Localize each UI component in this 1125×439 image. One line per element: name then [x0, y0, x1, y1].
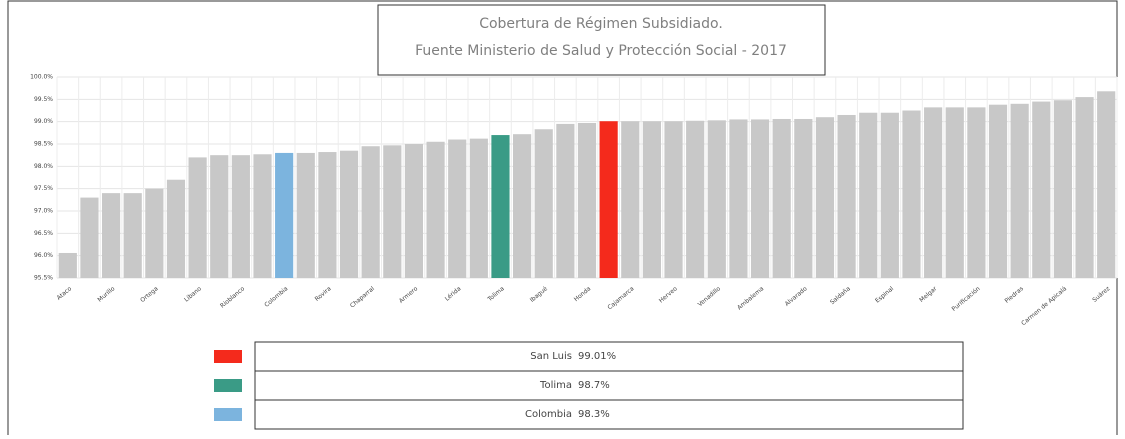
bar: [1010, 103, 1029, 278]
bar: [599, 121, 618, 278]
bar: [404, 144, 424, 278]
bar: [621, 121, 640, 278]
y-tick-label: 97.0%: [34, 208, 53, 215]
bar: [339, 150, 359, 278]
bar: [491, 135, 510, 278]
legend-swatch: [214, 350, 242, 363]
bar: [253, 154, 272, 278]
bar: [101, 193, 121, 278]
bar: [58, 252, 77, 278]
bar: [145, 188, 164, 278]
bar: [556, 123, 575, 279]
y-tick-label: 99.5%: [34, 96, 53, 103]
bar: [924, 107, 943, 278]
bar: [1032, 101, 1051, 278]
bar: [296, 152, 315, 278]
bar: [686, 120, 705, 278]
y-tick-label: 96.5%: [34, 230, 53, 237]
bar: [880, 112, 899, 278]
bar: [318, 152, 337, 278]
bar: [729, 119, 748, 278]
bar: [988, 104, 1008, 279]
y-tick-label: 97.5%: [34, 185, 53, 192]
legend-name: Colombia: [525, 409, 572, 420]
legend-name: Tolima: [539, 380, 572, 391]
bar: [837, 114, 856, 278]
legend-name: San Luis: [530, 351, 572, 362]
legend-value: 98.7%: [578, 380, 610, 391]
bar: [383, 145, 402, 278]
bar: [664, 121, 683, 278]
bar: [815, 117, 835, 278]
bar: [967, 107, 986, 278]
chart-subtitle: Fuente Ministerio de Salud y Protección …: [415, 43, 787, 59]
bar: [859, 112, 878, 278]
legend-swatch: [214, 379, 242, 392]
legend-value: 99.01%: [578, 351, 616, 362]
y-tick-label: 99.0%: [34, 118, 53, 125]
bar: [534, 129, 553, 278]
bar: [210, 155, 229, 278]
bar: [577, 123, 597, 278]
bar: [945, 107, 964, 278]
bar: [426, 141, 445, 278]
y-tick-label: 96.0%: [34, 252, 53, 259]
y-tick-label: 98.5%: [34, 141, 53, 148]
bar: [188, 157, 207, 278]
bar: [772, 118, 791, 278]
bar: [902, 110, 921, 278]
bar: [1075, 97, 1094, 278]
bar: [448, 139, 467, 278]
bar: [513, 134, 532, 278]
chart-title: Cobertura de Régimen Subsidiado.: [479, 16, 723, 32]
bar: [750, 119, 770, 278]
bar: [166, 179, 186, 278]
legend-value: 98.3%: [578, 409, 610, 420]
bar: [361, 146, 380, 278]
y-tick-label: 100.0%: [30, 74, 53, 81]
y-tick-label: 95.5%: [34, 275, 53, 282]
legend-row: [254, 399, 964, 430]
legend-swatch: [214, 408, 242, 421]
bar: [275, 152, 294, 278]
y-tick-label: 98.0%: [34, 163, 53, 170]
bar: [642, 121, 661, 278]
bar: [123, 193, 142, 278]
bar: [1097, 91, 1116, 278]
bar: [707, 120, 726, 279]
bar: [469, 138, 488, 278]
title-box: [377, 4, 826, 76]
bar: [231, 155, 250, 278]
bar: [794, 118, 813, 278]
bar: [80, 197, 99, 278]
bar: [1053, 100, 1073, 278]
